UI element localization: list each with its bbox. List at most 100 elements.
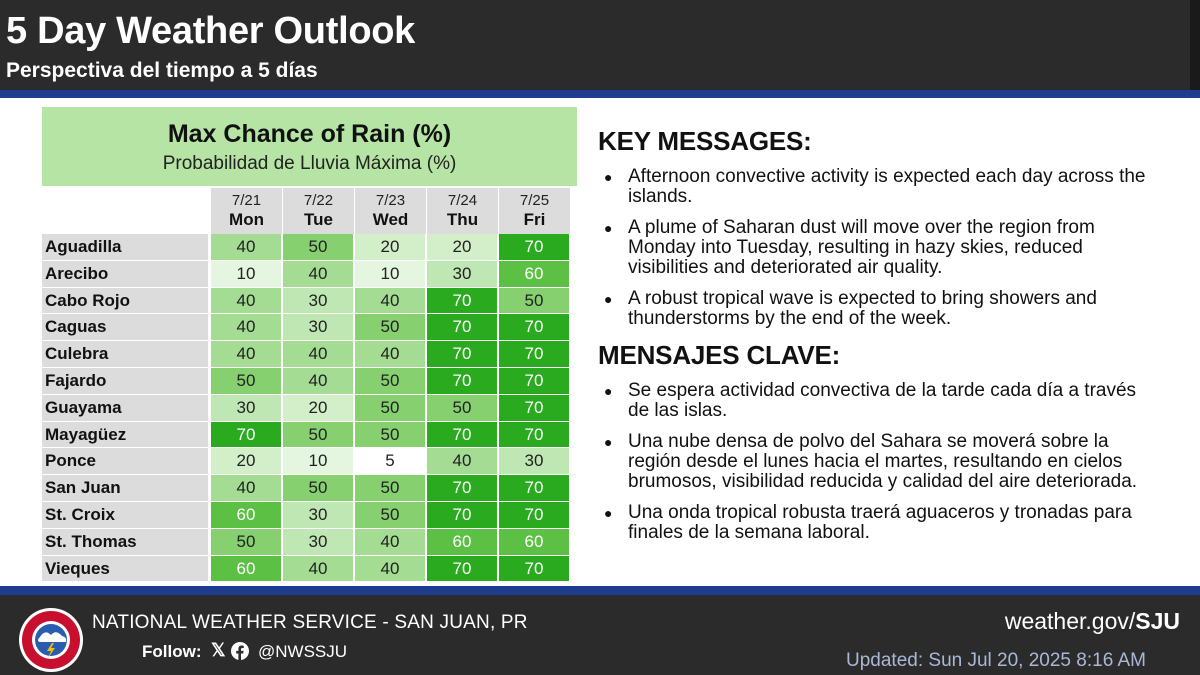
rain-chance-cell: 30 — [499, 448, 570, 476]
footer-org-name: NATIONAL WEATHER SERVICE - SAN JUAN, PR — [92, 612, 528, 633]
bullet-icon: ● — [604, 169, 613, 185]
day-name: Thu — [446, 210, 479, 229]
rain-chance-cell: 50 — [427, 394, 498, 422]
footer-bar — [0, 595, 1200, 675]
rain-chance-cell: 5 — [355, 448, 426, 476]
rain-chance-cell: 40 — [355, 341, 426, 368]
rain-chance-cell: 50 — [283, 234, 354, 261]
rain-chance-cell: 40 — [283, 341, 354, 368]
rain-chance-cell: 20 — [427, 234, 498, 261]
key-message-text: Una nube densa de polvo del Sahara se mo… — [628, 431, 1138, 492]
rain-chance-cell: 50 — [211, 368, 282, 395]
bottom-divider — [0, 586, 1200, 595]
location-label: Cabo Rojo — [42, 287, 208, 315]
rain-chance-cell: 50 — [355, 368, 426, 395]
rain-chance-cell: 50 — [283, 475, 354, 502]
key-messages: KEY MESSAGES: ● Afternoon convective acti… — [598, 126, 1158, 554]
table-title: Max Chance of Rain (%) — [167, 120, 452, 148]
rain-chance-cell: 40 — [211, 234, 282, 261]
facebook-icon[interactable] — [231, 642, 249, 660]
rain-chance-cell: 50 — [355, 314, 426, 342]
rain-chance-cell: 60 — [211, 555, 282, 583]
day-header: 7/24 Thu — [427, 188, 498, 234]
rain-chance-cell: 50 — [211, 528, 282, 556]
rain-chance-cell: 70 — [427, 475, 498, 502]
rain-chance-table: Max Chance of Rain (%) Probabilidad de L… — [42, 107, 577, 583]
rain-chance-cell: 50 — [355, 502, 426, 529]
updated-timestamp: Updated: Sun Jul 20, 2025 8:16 AM — [846, 650, 1146, 671]
bullet-icon: ● — [604, 220, 613, 236]
rain-chance-cell: 10 — [355, 260, 426, 288]
key-messages-heading-es: MENSAJES CLAVE: — [598, 340, 841, 370]
day-date: 7/24 — [447, 192, 478, 209]
rain-chance-cell: 60 — [427, 528, 498, 556]
location-label: San Juan — [42, 475, 208, 502]
page-subtitle: Perspectiva del tiempo a 5 días — [6, 59, 318, 82]
rain-chance-cell: 70 — [427, 341, 498, 368]
key-message-item: ● A plume of Saharan dust will move over … — [598, 218, 1158, 278]
rain-chance-cell: 60 — [499, 528, 570, 556]
header-edge — [1190, 0, 1200, 90]
location-label: Fajardo — [42, 368, 208, 395]
top-divider — [0, 90, 1200, 98]
key-message-text: A robust tropical wave is expected to br… — [628, 288, 1097, 329]
location-label: St. Croix — [42, 502, 208, 529]
rain-chance-cell: 40 — [283, 260, 354, 288]
rain-chance-cell: 30 — [283, 287, 354, 315]
social-handle[interactable]: @NWSSJU — [258, 642, 348, 661]
rain-chance-cell: 50 — [355, 475, 426, 502]
rain-chance-cell: 70 — [427, 555, 498, 583]
rain-chance-cell: 70 — [499, 555, 570, 583]
rain-chance-cell: 70 — [427, 287, 498, 315]
key-message-item: ● Una onda tropical robusta traerá aguace… — [598, 503, 1158, 543]
rain-chance-cell: 50 — [355, 421, 426, 449]
rain-chance-cell: 70 — [499, 341, 570, 368]
rain-chance-cell: 10 — [211, 260, 282, 288]
day-header: 7/23 Wed — [355, 188, 426, 234]
rain-chance-cell: 70 — [427, 421, 498, 449]
rain-chance-cell: 30 — [211, 394, 282, 422]
rain-chance-cell: 30 — [283, 502, 354, 529]
rain-chance-cell: 70 — [499, 421, 570, 449]
bullet-icon: ● — [604, 383, 613, 399]
rain-chance-cell: 70 — [211, 421, 282, 449]
location-label: Ponce — [42, 448, 208, 476]
rain-chance-cell: 40 — [427, 448, 498, 476]
rain-chance-cell: 70 — [427, 314, 498, 342]
x-social-icon[interactable]: 𝕏 — [211, 640, 226, 660]
location-label: Caguas — [42, 314, 208, 342]
website-prefix: weather.gov/ — [1004, 608, 1136, 634]
table-title-box: Max Chance of Rain (%) Probabilidad de L… — [42, 107, 577, 186]
follow-label: Follow: — [142, 642, 202, 661]
rain-chance-cell: 70 — [499, 475, 570, 502]
nws-logo-icon — [19, 608, 83, 672]
website-link[interactable]: weather.gov/SJU — [1005, 608, 1180, 635]
day-date: 7/21 — [231, 192, 262, 209]
header-bar: 5 Day Weather Outlook Perspectiva del ti… — [0, 0, 1200, 90]
rain-chance-cell: 60 — [499, 260, 570, 288]
day-name: Mon — [229, 210, 264, 229]
bullet-icon: ● — [604, 291, 613, 307]
rain-chance-cell: 70 — [427, 502, 498, 529]
location-label: Mayagüez — [42, 421, 208, 449]
day-name: Fri — [523, 210, 546, 229]
key-message-text: Una onda tropical robusta traerá aguacer… — [628, 502, 1132, 543]
location-label: St. Thomas — [42, 528, 208, 556]
key-message-item: ● Se espera actividad convectiva de la ta… — [598, 381, 1158, 421]
rain-chance-cell: 70 — [499, 394, 570, 422]
rain-chance-cell: 40 — [283, 368, 354, 395]
day-date: 7/22 — [303, 192, 334, 209]
rain-chance-cell: 60 — [211, 502, 282, 529]
rain-chance-cell: 40 — [283, 555, 354, 583]
key-message-item: ● A robust tropical wave is expected to b… — [598, 289, 1158, 329]
key-message-text: Afternoon convective activity is expecte… — [628, 166, 1146, 207]
rain-chance-cell: 40 — [211, 287, 282, 315]
rain-chance-cell: 30 — [283, 314, 354, 342]
bullet-icon: ● — [604, 434, 613, 450]
location-label: Aguadilla — [42, 234, 208, 261]
rain-chance-cell: 30 — [283, 528, 354, 556]
location-label: Guayama — [42, 394, 208, 422]
day-header: 7/21 Mon — [211, 188, 282, 234]
rain-chance-cell: 40 — [355, 528, 426, 556]
key-messages-heading-en: KEY MESSAGES: — [598, 126, 812, 156]
